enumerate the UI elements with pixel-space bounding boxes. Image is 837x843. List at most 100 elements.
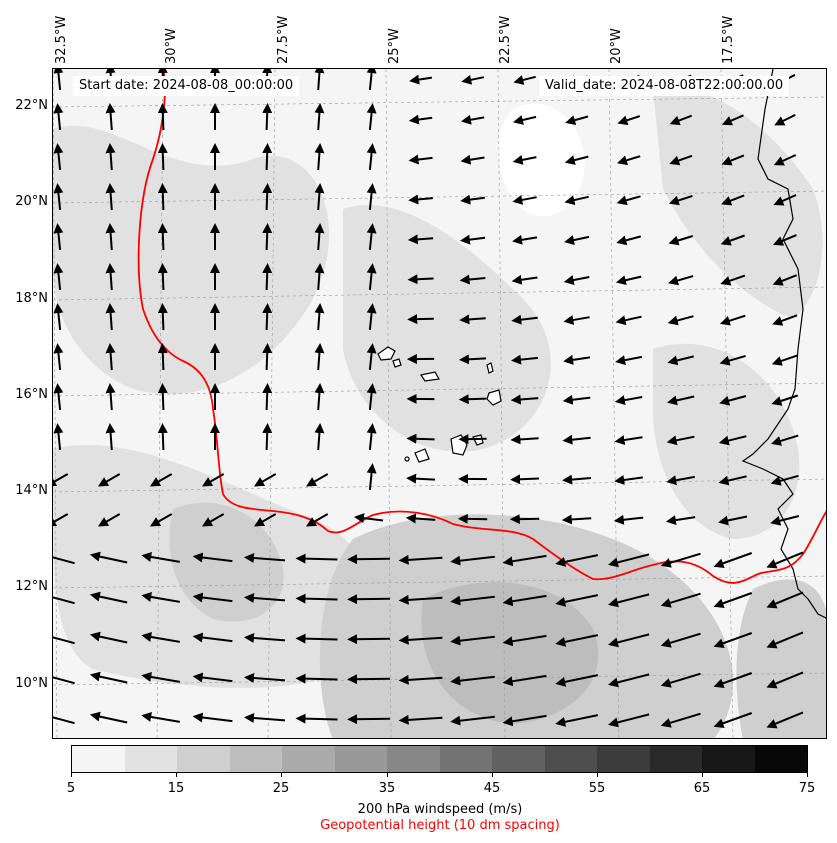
wind-arrow bbox=[314, 303, 325, 331]
colorbar-tick-15: 15 bbox=[167, 781, 185, 796]
wind-arrow bbox=[53, 103, 64, 131]
wind-arrow bbox=[398, 554, 443, 565]
wind-arrow bbox=[408, 194, 433, 205]
wind-arrow bbox=[614, 395, 643, 406]
wind-arrow bbox=[366, 463, 377, 491]
colorbar-tick-35: 35 bbox=[378, 781, 396, 796]
wind-arrow bbox=[314, 69, 325, 91]
wind-arrow bbox=[366, 383, 377, 411]
wind-arrow bbox=[660, 712, 701, 728]
wind-arrow bbox=[614, 435, 643, 445]
wind-arrow bbox=[563, 354, 591, 365]
wind-arrow bbox=[53, 263, 64, 291]
colorbar-label: 200 hPa windspeed (m/s) bbox=[357, 802, 523, 817]
colorbar-tick-75: 75 bbox=[798, 781, 816, 796]
wind-arrow bbox=[450, 595, 495, 606]
wind-arrow bbox=[314, 383, 325, 411]
wind-arrow bbox=[608, 553, 650, 568]
wind-arrow bbox=[713, 552, 753, 569]
wind-arrow bbox=[510, 474, 539, 485]
wind-arrow bbox=[398, 674, 443, 685]
wind-arrow bbox=[460, 154, 485, 165]
wind-arrow bbox=[713, 632, 753, 649]
wind-arrow bbox=[295, 633, 338, 644]
wind-arrow bbox=[502, 594, 547, 607]
wind-arrow bbox=[459, 274, 486, 285]
wind-arrow bbox=[314, 343, 325, 371]
wind-arrow bbox=[157, 223, 168, 251]
wind-arrow bbox=[660, 632, 701, 648]
wind-arrow bbox=[105, 383, 116, 411]
wind-arrow bbox=[771, 434, 799, 446]
wind-arrow bbox=[295, 593, 338, 604]
colorbar-tickmark bbox=[281, 773, 282, 777]
wind-arrow bbox=[347, 674, 390, 685]
wind-arrow bbox=[718, 515, 748, 526]
wind-arrow bbox=[660, 552, 701, 568]
wind-arrow bbox=[314, 223, 325, 251]
lon-label-30w: 30°W bbox=[164, 28, 179, 64]
wind-arrow bbox=[407, 274, 434, 285]
wind-arrow bbox=[405, 513, 436, 524]
wind-arrow bbox=[97, 473, 121, 487]
wind-arrow bbox=[615, 315, 642, 326]
colorbar-tick-5: 5 bbox=[66, 781, 76, 796]
wind-arrow bbox=[408, 154, 433, 165]
colorbar-segment bbox=[124, 746, 177, 772]
valid-date-label: Valid_date: 2024-08-08T22:00:00.00 bbox=[539, 76, 790, 96]
wind-arrow bbox=[713, 592, 753, 609]
wind-arrow bbox=[502, 714, 547, 727]
lat-label-10n: 10°N bbox=[15, 676, 48, 691]
wind-arrow bbox=[616, 235, 642, 246]
wind-arrow bbox=[295, 673, 338, 684]
wind-arrow bbox=[141, 552, 180, 563]
wind-arrow bbox=[407, 234, 434, 245]
wind-arrow bbox=[563, 315, 590, 325]
wind-arrow bbox=[89, 671, 128, 684]
wind-arrow bbox=[512, 194, 537, 205]
wind-arrow bbox=[244, 713, 286, 723]
wind-arrow bbox=[305, 473, 329, 487]
wind-arrow bbox=[511, 274, 538, 285]
wind-arrow bbox=[192, 592, 233, 603]
colorbar-tickmark bbox=[71, 773, 72, 777]
wind-arrow bbox=[406, 433, 435, 444]
wind-arrow bbox=[398, 594, 443, 605]
wind-arrow bbox=[513, 75, 536, 85]
wind-arrow bbox=[406, 473, 435, 484]
wind-arrow bbox=[461, 74, 485, 85]
wind-arrow bbox=[513, 115, 537, 125]
gridlines bbox=[53, 69, 826, 738]
wind-arrow bbox=[459, 354, 487, 365]
wind-arrow bbox=[89, 591, 128, 604]
wind-arrow bbox=[608, 713, 650, 728]
wind-arrow bbox=[669, 114, 693, 126]
wind-arrow bbox=[713, 712, 753, 729]
colorbar-segment bbox=[229, 746, 282, 772]
wind-arrow bbox=[511, 354, 539, 365]
wind-arrow bbox=[555, 634, 599, 647]
wind-arrow bbox=[314, 183, 325, 211]
wind-arrow bbox=[772, 234, 797, 246]
wind-arrow bbox=[105, 343, 116, 371]
wind-arrow bbox=[398, 714, 443, 725]
wind-arrow bbox=[660, 592, 701, 608]
colorbar-tick-45: 45 bbox=[483, 781, 501, 796]
wind-arrow bbox=[244, 553, 286, 563]
wind-arrow bbox=[555, 594, 599, 607]
wind-arrow bbox=[510, 434, 539, 445]
colorbar-segment bbox=[439, 746, 492, 772]
wind-arrow bbox=[53, 596, 75, 605]
colorbar-tick-55: 55 bbox=[588, 781, 606, 796]
wind-arrow bbox=[105, 423, 116, 451]
wind-arrow bbox=[157, 383, 168, 411]
wind-arrow bbox=[617, 115, 641, 126]
colorbar-segment bbox=[334, 746, 387, 772]
wind-arrow bbox=[105, 263, 116, 291]
wind-arrow bbox=[669, 154, 693, 166]
wind-arrow bbox=[459, 234, 486, 245]
wind-arrow bbox=[720, 234, 745, 246]
wind-arrow bbox=[615, 355, 643, 366]
wind-arrow bbox=[262, 143, 273, 171]
wind-arrow bbox=[457, 513, 488, 524]
